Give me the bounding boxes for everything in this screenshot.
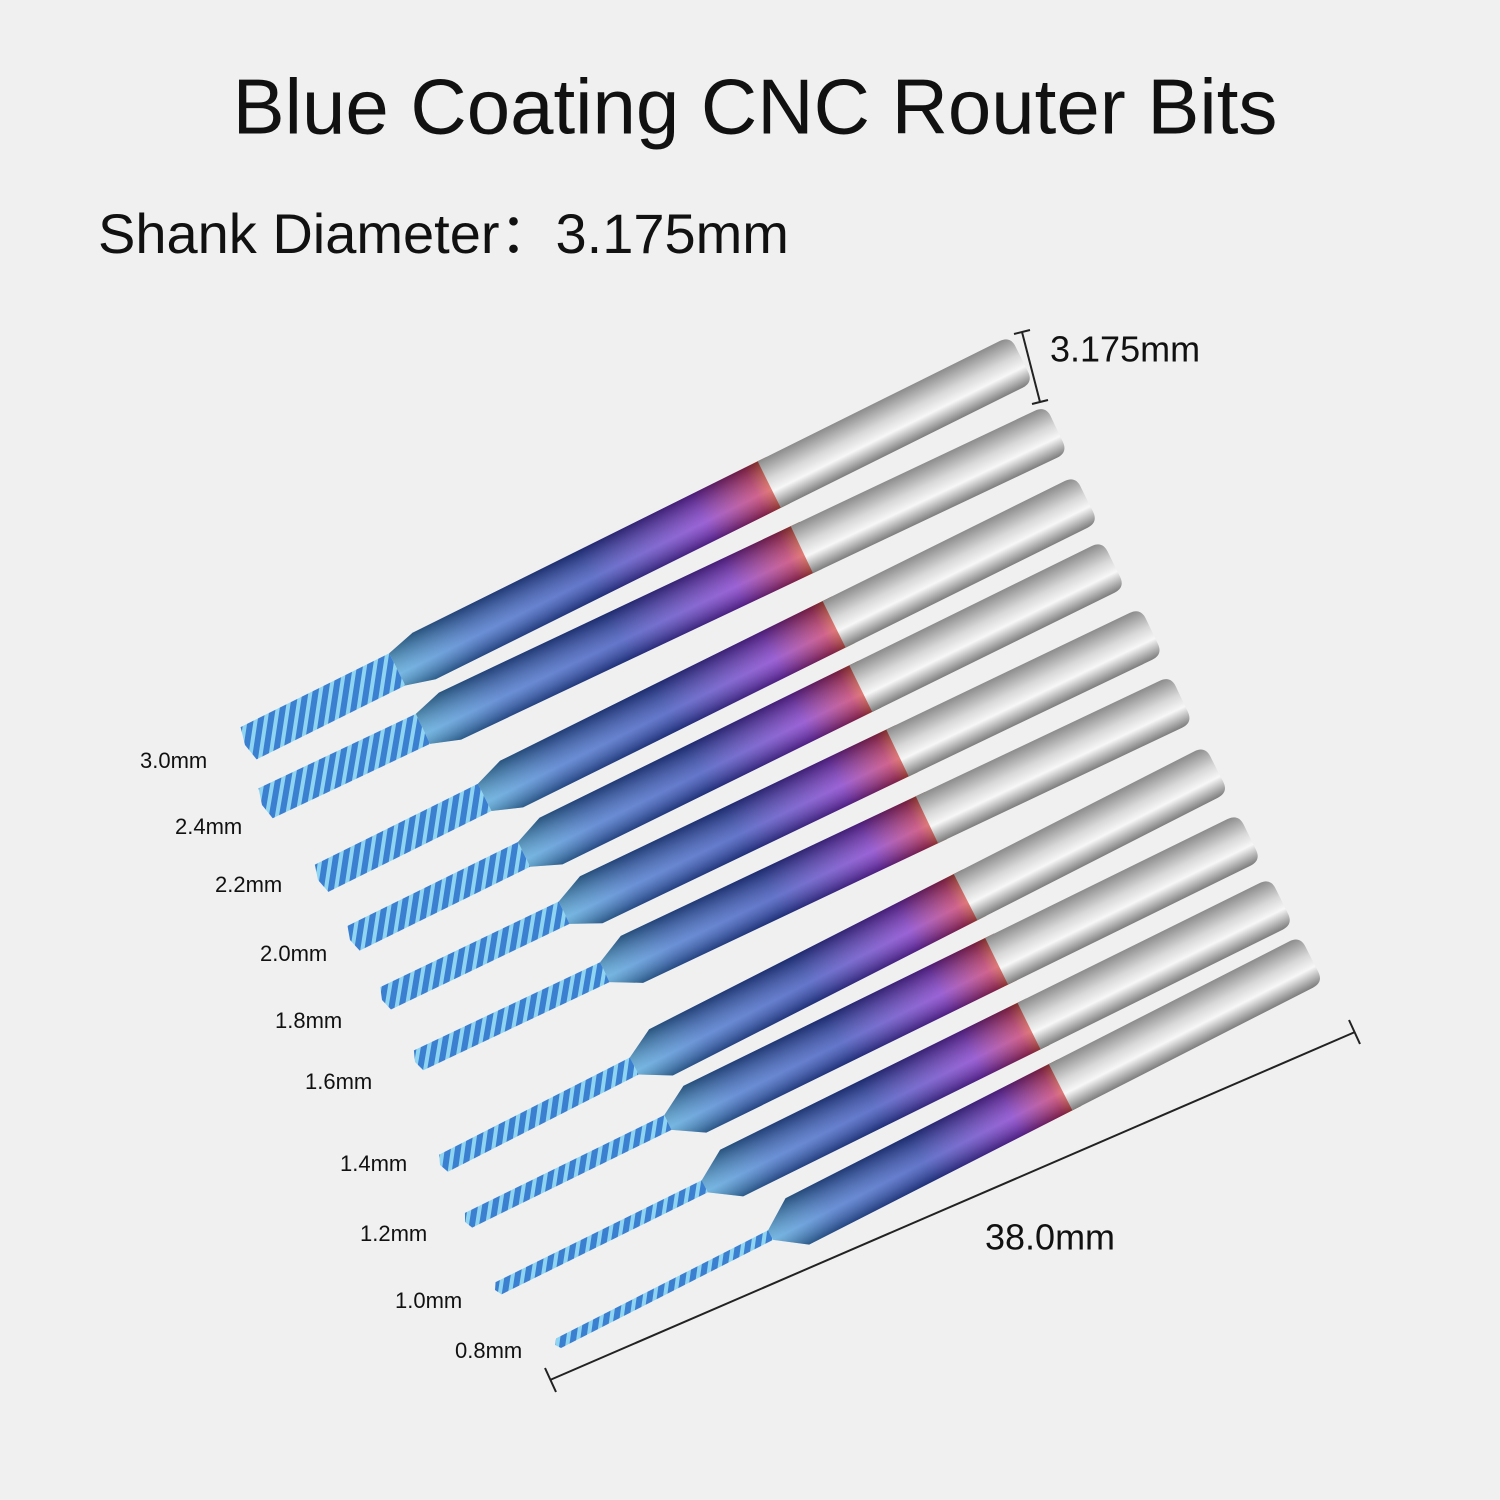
bit-label: 1.2mm: [360, 1221, 427, 1246]
bit-label: 2.2mm: [215, 872, 282, 897]
router-bit: [347, 544, 1122, 951]
cutter: [240, 653, 406, 760]
dimension-lines: [544, 329, 1361, 1393]
bit-label: 3.0mm: [140, 748, 207, 773]
cutter: [555, 1230, 774, 1348]
cutter: [347, 841, 531, 951]
body-shade: [389, 456, 790, 686]
router-bit: [439, 749, 1225, 1172]
router-bit: [413, 679, 1190, 1071]
shank: [757, 339, 1030, 508]
router-bit: [555, 939, 1320, 1348]
shank: [1017, 881, 1290, 1050]
bit-label: 1.8mm: [275, 1008, 342, 1033]
shank: [953, 749, 1225, 921]
bit-label: 2.4mm: [175, 814, 242, 839]
title: Blue Coating CNC Router Bits: [233, 63, 1278, 151]
router-bit: [314, 479, 1095, 892]
body-shade: [517, 660, 882, 867]
body-shade: [701, 998, 1050, 1197]
cutter: [380, 901, 570, 1010]
router-bit: [464, 817, 1258, 1228]
shank: [985, 817, 1258, 985]
bit-label: 1.6mm: [305, 1069, 372, 1094]
shank: [915, 679, 1190, 844]
router-bit: [258, 409, 1065, 819]
cutter: [314, 783, 492, 892]
body-shade: [768, 1059, 1082, 1245]
bit-label: 0.8mm: [455, 1338, 522, 1363]
body-shade: [558, 725, 918, 924]
router-bit: [495, 881, 1290, 1295]
cutter: [439, 1057, 639, 1172]
shank-dimension: 3.175mm: [1050, 329, 1200, 370]
shank: [849, 544, 1122, 712]
bit-label: 1.0mm: [395, 1288, 462, 1313]
bit-label: 2.0mm: [260, 941, 327, 966]
body-shade: [477, 596, 855, 812]
bits: [240, 339, 1320, 1348]
length-dimension: 38.0mm: [985, 1217, 1115, 1258]
body-shade: [629, 869, 987, 1076]
shank: [1048, 939, 1320, 1111]
cutter: [413, 962, 610, 1071]
body-shade: [664, 933, 1018, 1133]
cutter: [495, 1180, 708, 1295]
cutter: [258, 713, 431, 819]
bit-label: 1.4mm: [340, 1151, 407, 1176]
router-bit: [240, 339, 1030, 760]
shank: [790, 409, 1065, 574]
shank: [822, 479, 1095, 648]
subtitle: Shank Diameter：3.175mm: [98, 202, 789, 265]
shank: [886, 611, 1160, 777]
body-shade: [600, 791, 948, 983]
router-bit: [380, 611, 1160, 1010]
cutter: [464, 1115, 672, 1228]
body-shade: [415, 521, 823, 744]
